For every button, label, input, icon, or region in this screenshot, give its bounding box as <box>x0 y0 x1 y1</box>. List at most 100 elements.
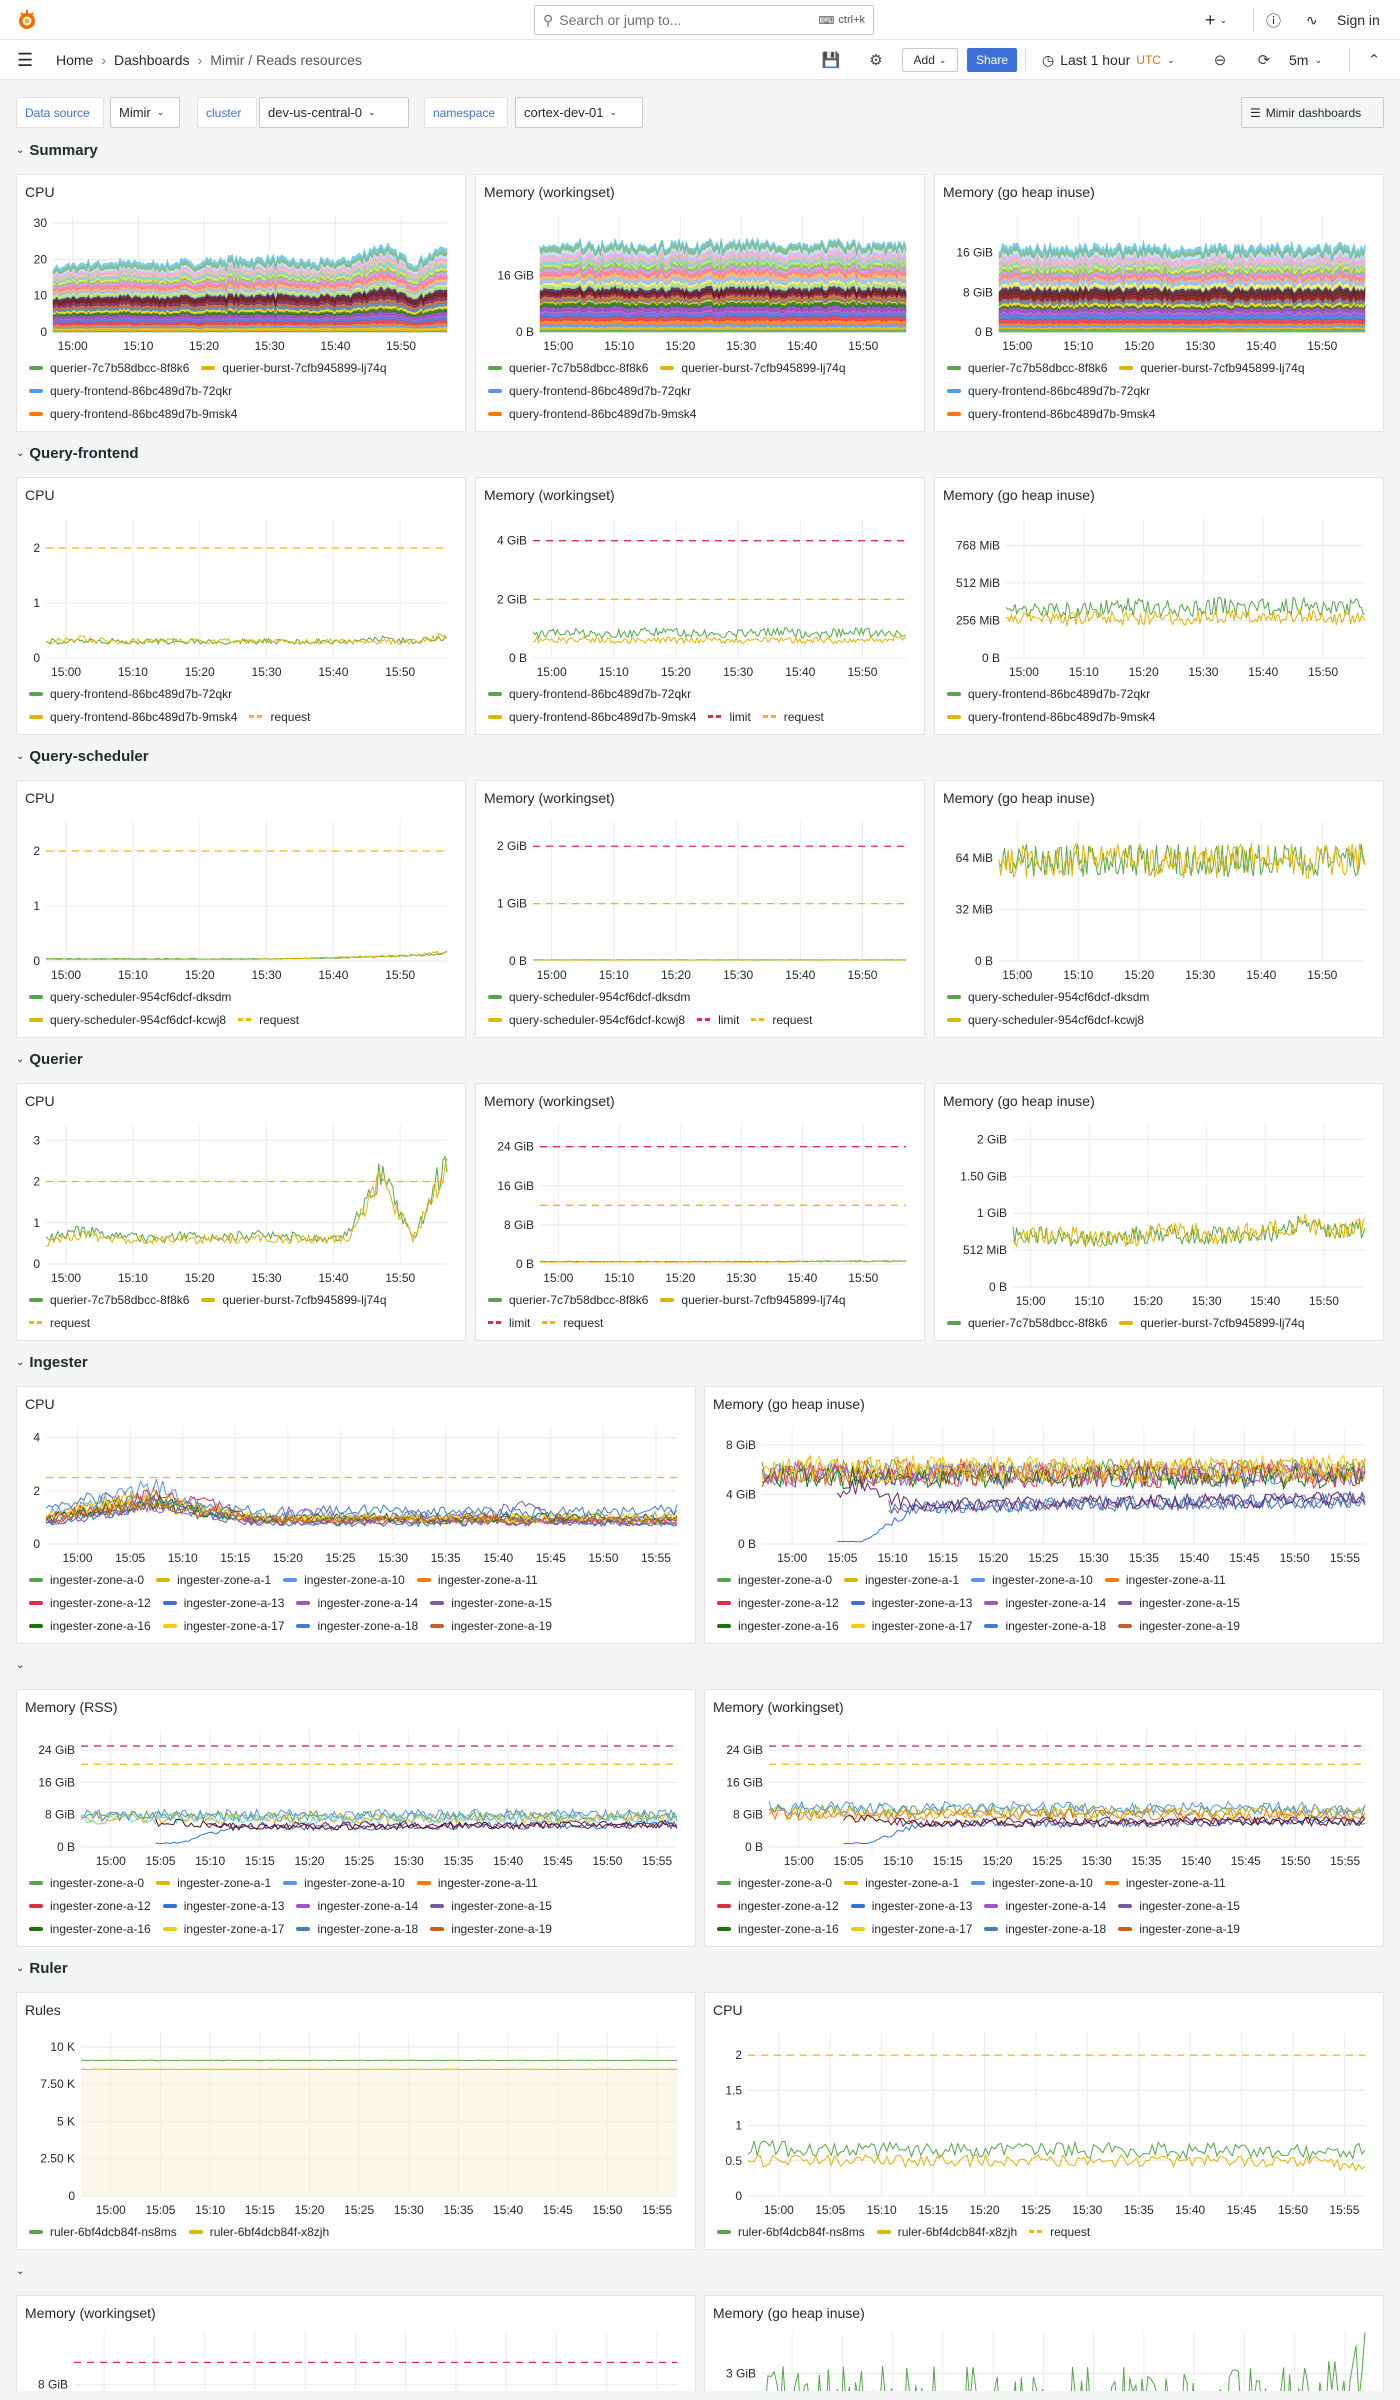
legend-item[interactable]: ingester-zone-a-11 <box>416 1876 538 1890</box>
panel-q-cpu[interactable]: CPU 0 1 2 3 15:00 15:10 15:20 15:30 15:40 15:50 que… <box>16 1083 466 1341</box>
legend-item[interactable]: query-frontend-86bc489d7b-9msk4 <box>488 407 696 421</box>
cluster-select[interactable]: dev-us-central-0 ⌄ <box>259 97 409 128</box>
legend-item[interactable]: ingester-zone-a-19 <box>430 1922 552 1936</box>
row-header-ingester[interactable]: ⌄ Ingester <box>16 1351 88 1374</box>
legend-item[interactable]: querier-7c7b58dbcc-8f8k6 <box>488 361 648 375</box>
legend-item[interactable]: ruler-6bf4dcb84f-ns8ms <box>29 2225 177 2239</box>
graph-area[interactable]: 0 1 2 15:00 15:10 15:20 15:30 15:40 15:50 <box>25 811 457 985</box>
graph-area[interactable]: 3 GiB <box>713 2326 1375 2391</box>
legend-item[interactable]: query-frontend-86bc489d7b-72qkr <box>29 687 232 701</box>
legend-item[interactable]: ingester-zone-a-18 <box>296 1619 418 1633</box>
sign-in-link[interactable]: Sign in <box>1337 12 1380 28</box>
legend-item[interactable]: querier-7c7b58dbcc-8f8k6 <box>29 361 189 375</box>
legend-item[interactable]: ingester-zone-a-14 <box>984 1899 1106 1913</box>
legend-item[interactable]: query-frontend-86bc489d7b-72qkr <box>488 384 691 398</box>
refresh-interval-picker[interactable]: 5m ⌄ <box>1289 52 1322 68</box>
legend-item[interactable]: request <box>542 1316 603 1330</box>
graph-area[interactable]: 8 GiB <box>25 2326 687 2391</box>
legend-item[interactable]: ingester-zone-a-15 <box>430 1899 552 1913</box>
panel-title[interactable]: Memory (go heap inuse) <box>713 1396 865 1412</box>
legend-item[interactable]: ingester-zone-a-14 <box>296 1899 418 1913</box>
panel-title[interactable]: Memory (go heap inuse) <box>943 487 1095 503</box>
panel-sum-cpu[interactable]: CPU 0 10 20 30 15:00 15:10 15:20 15:30 15:40 15:50… <box>16 174 466 432</box>
legend-item[interactable]: request <box>762 710 824 724</box>
graph-area[interactable]: 0 2.50 K 5 K 7.50 K 10 K 15:00 15:05 15:10 15:15… <box>25 2023 687 2220</box>
graph-area[interactable]: 0 B 256 MiB 512 MiB 768 MiB 15:00 15:10 15:20 1… <box>943 508 1375 682</box>
legend-item[interactable]: query-frontend-86bc489d7b-9msk4 <box>488 710 696 724</box>
legend-item[interactable]: ingester-zone-a-0 <box>29 1573 144 1587</box>
legend-item[interactable]: ingester-zone-a-10 <box>971 1573 1093 1587</box>
panel-title[interactable]: Memory (workingset) <box>484 1093 615 1109</box>
legend-item[interactable]: querier-burst-7cfb945899-lj74q <box>660 1293 846 1307</box>
graph-area[interactable]: 0 2 4 15:00 15:05 15:10 15:15 15:20 15:25 15:30 15… <box>25 1417 687 1568</box>
legend-item[interactable]: request <box>1029 2225 1090 2239</box>
add-button[interactable]: Add ⌄ <box>902 48 958 72</box>
legend-item[interactable]: ingester-zone-a-0 <box>717 1876 832 1890</box>
legend-item[interactable]: ingester-zone-a-10 <box>971 1876 1093 1890</box>
legend-item[interactable]: ingester-zone-a-13 <box>162 1899 284 1913</box>
legend-item[interactable]: ingester-zone-a-1 <box>844 1876 959 1890</box>
legend-item[interactable]: ingester-zone-a-19 <box>430 1619 552 1633</box>
graph-area[interactable]: 0 B 8 GiB 16 GiB 15:00 15:10 15:20 15:30 15:40 1… <box>943 205 1375 356</box>
legend-item[interactable]: ingester-zone-a-10 <box>283 1573 405 1587</box>
search-input[interactable]: ⚲ Search or jump to... ⌨ ctrl+k <box>534 5 874 35</box>
graph-area[interactable]: 0 10 20 30 15:00 15:10 15:20 15:30 15:40 15:50 <box>25 205 457 356</box>
legend-item[interactable]: ingester-zone-a-13 <box>850 1596 972 1610</box>
legend-item[interactable]: ingester-zone-a-17 <box>162 1619 284 1633</box>
legend-item[interactable]: limit <box>488 1316 530 1330</box>
row-header-ruler[interactable]: ⌄ Ruler <box>16 1957 68 1980</box>
panel-title[interactable]: CPU <box>25 1396 55 1412</box>
graph-area[interactable]: 0 B 1 GiB 2 GiB 15:00 15:10 15:20 15:30 15:40 15… <box>484 811 916 985</box>
panel-title[interactable]: CPU <box>25 184 55 200</box>
legend-item[interactable]: query-frontend-86bc489d7b-9msk4 <box>947 407 1155 421</box>
row-header-summary[interactable]: ⌄ Summary <box>16 139 98 162</box>
panel-title[interactable]: Memory (workingset) <box>713 1699 844 1715</box>
legend-item[interactable]: querier-7c7b58dbcc-8f8k6 <box>488 1293 648 1307</box>
legend-item[interactable]: ruler-6bf4dcb84f-x8zjh <box>188 2225 329 2239</box>
legend-item[interactable]: querier-7c7b58dbcc-8f8k6 <box>29 1293 189 1307</box>
panel-title[interactable]: Memory (workingset) <box>484 487 615 503</box>
legend-item[interactable]: ingester-zone-a-19 <box>1118 1922 1240 1936</box>
legend-item[interactable]: ingester-zone-a-14 <box>984 1596 1106 1610</box>
legend-item[interactable]: ingester-zone-a-12 <box>29 1596 151 1610</box>
panel-title[interactable]: Memory (go heap inuse) <box>713 2305 865 2321</box>
legend-item[interactable]: ingester-zone-a-12 <box>717 1596 839 1610</box>
legend-item[interactable]: query-frontend-86bc489d7b-9msk4 <box>29 710 237 724</box>
legend-item[interactable]: query-frontend-86bc489d7b-72qkr <box>488 687 691 701</box>
legend-item[interactable]: ingester-zone-a-17 <box>850 1619 972 1633</box>
legend-item[interactable]: query-scheduler-954cf6dcf-dksdm <box>947 990 1149 1004</box>
new-button[interactable]: + ⌄ <box>1205 9 1228 30</box>
graph-area[interactable]: 0 B 8 GiB 16 GiB 24 GiB 15:00 15:05 15:10 15:15… <box>713 1720 1375 1871</box>
legend-item[interactable]: ingester-zone-a-1 <box>844 1573 959 1587</box>
row-header-query-frontend[interactable]: ⌄ Query-frontend <box>16 442 139 465</box>
legend-item[interactable]: querier-burst-7cfb945899-lj74q <box>201 1293 387 1307</box>
panel-title[interactable]: Memory (workingset) <box>484 790 615 806</box>
legend-item[interactable]: query-scheduler-954cf6dcf-dksdm <box>29 990 231 1004</box>
legend-item[interactable]: request <box>238 1013 299 1027</box>
row-header-collapsed[interactable]: ⌄ <box>16 1654 29 1677</box>
legend-item[interactable]: ingester-zone-a-12 <box>29 1899 151 1913</box>
datasource-select[interactable]: Mimir ⌄ <box>110 97 180 128</box>
legend-item[interactable]: ingester-zone-a-1 <box>156 1573 271 1587</box>
panel-qs-ws[interactable]: Memory (workingset) 0 B 1 GiB 2 GiB 15:00 15:… <box>475 780 925 1038</box>
legend-item[interactable]: ingester-zone-a-11 <box>416 1573 538 1587</box>
legend-item[interactable]: querier-7c7b58dbcc-8f8k6 <box>947 1316 1107 1330</box>
legend-item[interactable]: ingester-zone-a-13 <box>162 1596 284 1610</box>
grafana-logo-icon[interactable] <box>17 9 37 31</box>
legend-item[interactable]: query-frontend-86bc489d7b-72qkr <box>947 687 1150 701</box>
panel-title[interactable]: CPU <box>713 2002 743 2018</box>
legend-item[interactable]: ingester-zone-a-15 <box>430 1596 552 1610</box>
row-header-querier[interactable]: ⌄ Querier <box>16 1048 83 1071</box>
legend-item[interactable]: ingester-zone-a-18 <box>984 1619 1106 1633</box>
menu-icon[interactable]: ☰ <box>17 49 34 70</box>
legend-item[interactable]: ingester-zone-a-13 <box>850 1899 972 1913</box>
legend-item[interactable]: query-scheduler-954cf6dcf-dksdm <box>488 990 690 1004</box>
panel-ruler-cpu[interactable]: CPU 0 0.5 1 1.5 2 15:00 15:05 15:10 15:15 15:20 15:… <box>704 1992 1384 2250</box>
legend-item[interactable]: query-scheduler-954cf6dcf-kcwj8 <box>947 1013 1144 1027</box>
legend-item[interactable]: query-frontend-86bc489d7b-9msk4 <box>947 710 1155 724</box>
legend-item[interactable]: ingester-zone-a-15 <box>1118 1596 1240 1610</box>
legend-item[interactable]: querier-7c7b58dbcc-8f8k6 <box>947 361 1107 375</box>
legend-item[interactable]: ingester-zone-a-16 <box>29 1922 151 1936</box>
chevron-up-icon[interactable]: ⌃ <box>1367 52 1381 69</box>
graph-area[interactable]: 0 B 16 GiB 15:00 15:10 15:20 15:30 15:40 15:50 <box>484 205 916 356</box>
